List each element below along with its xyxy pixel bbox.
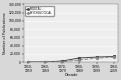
PSYCHOLOGICAL: [96, 58, 97, 59]
MEDICAL: [62, 61, 63, 62]
X-axis label: Decade: Decade: [64, 73, 78, 77]
Y-axis label: Number of Publications: Number of Publications: [3, 12, 7, 54]
PSYCHOLOGICAL: [113, 57, 114, 58]
Line: MEDICAL: MEDICAL: [27, 56, 115, 63]
MEDICAL: [79, 57, 80, 58]
MEDICAL: [96, 57, 97, 58]
Legend: MEDICAL, PSYCHOLOGICAL: MEDICAL, PSYCHOLOGICAL: [25, 6, 54, 16]
Line: PSYCHOLOGICAL: PSYCHOLOGICAL: [27, 56, 115, 63]
MEDICAL: [113, 56, 114, 57]
MEDICAL: [45, 61, 46, 62]
PSYCHOLOGICAL: [62, 61, 63, 62]
